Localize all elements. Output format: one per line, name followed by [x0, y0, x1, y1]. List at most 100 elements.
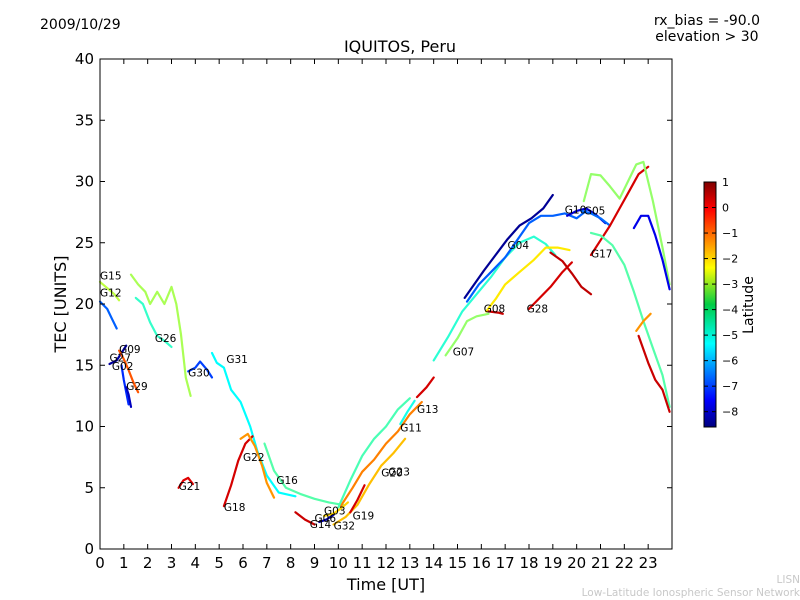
x-tick-label: 2 — [143, 554, 153, 572]
series-line-g17f — [637, 334, 671, 413]
prn-label-g09: G09 — [119, 344, 141, 356]
series-line-g03 — [322, 501, 349, 517]
series-line-g29 — [125, 386, 133, 408]
x-tick-label: 6 — [238, 554, 248, 572]
x-tick-label: 17 — [496, 554, 515, 572]
series-line-g17e — [632, 214, 671, 291]
prn-label-g12: G12 — [100, 288, 122, 300]
x-tick-label: 15 — [448, 554, 467, 572]
x-tick-label: 12 — [376, 554, 395, 572]
series-line-g06 — [318, 513, 335, 524]
prn-label-g20: G20 — [381, 468, 403, 480]
date-label: 2009/10/29 — [40, 17, 121, 33]
network-label: Low-Latitude Ionospheric Sensor Network — [581, 587, 800, 599]
colorbar-tick-label: −4 — [722, 304, 738, 317]
prn-label-g04: G04 — [508, 240, 530, 252]
y-tick-label: 10 — [75, 418, 94, 436]
prn-label-g07: G07 — [453, 346, 475, 358]
series-line-g17 — [589, 165, 650, 257]
series-line-g04 — [465, 209, 588, 303]
x-tick-label: 11 — [353, 554, 372, 572]
series-line-g26b — [129, 273, 192, 397]
prn-label-g30: G30 — [188, 367, 210, 379]
colorbar-tick-label: −5 — [722, 329, 738, 342]
x-tick-label: 18 — [519, 554, 538, 572]
series-line-g28 — [527, 261, 573, 310]
series-line-g15 — [98, 280, 121, 302]
x-tick-label: 20 — [567, 554, 586, 572]
prn-label-g26: G26 — [155, 333, 177, 345]
series-line-g17b — [582, 160, 671, 286]
x-tick-label: 7 — [262, 554, 272, 572]
x-tick-label: 22 — [615, 554, 634, 572]
prn-label-g13: G13 — [417, 404, 439, 416]
prn-label-g29: G29 — [126, 381, 148, 393]
colorbar-ticks: 1 0 −1 −2 −3 −4 −5 −6 −7 −8 — [704, 176, 738, 419]
prn-label-g11: G11 — [400, 422, 422, 434]
prn-label-g23: G23 — [388, 467, 410, 479]
x-tick-label: 23 — [639, 554, 658, 572]
x-tick-label: 0 — [95, 554, 105, 572]
x-tick-label: 3 — [167, 554, 177, 572]
series-line-g05 — [580, 209, 612, 227]
x-tick-label: 16 — [472, 554, 491, 572]
x-axis-label: Time [UT] — [346, 575, 425, 594]
prn-label-g19: G19 — [353, 511, 375, 523]
y-tick-label: 20 — [75, 295, 94, 313]
prn-label-g14: G14 — [310, 519, 332, 531]
colorbar-tick-label: 0 — [722, 202, 729, 215]
series-line-g12 — [98, 300, 118, 330]
y-tick-label: 15 — [75, 356, 94, 374]
prn-label-g06: G06 — [315, 513, 337, 525]
series-line-g23 — [337, 397, 411, 509]
series-line-g20 — [339, 400, 423, 508]
series-line-g09 — [118, 349, 140, 394]
x-tick-label: 4 — [191, 554, 201, 572]
series-line-g22 — [239, 432, 276, 499]
y-axis-label: TEC [UNITS] — [51, 256, 70, 354]
prn-label-g10: G10 — [565, 204, 587, 216]
x-tick-label: 13 — [400, 554, 419, 572]
x-tick-label: 5 — [214, 554, 224, 572]
y-tick-label: 35 — [75, 111, 94, 129]
colorbar-tick-label: −7 — [722, 380, 738, 393]
series-line-g04b — [463, 193, 554, 299]
footer-credit: LISN Low-Latitude Ionospheric Sensor Net… — [582, 574, 800, 600]
prn-label-g28: G28 — [527, 304, 549, 316]
series-line-g14 — [294, 511, 316, 526]
series-line-g17c — [589, 231, 671, 408]
y-tick-label: 5 — [84, 479, 94, 497]
prn-label-g18: G18 — [224, 502, 246, 514]
series-line-g07 — [444, 312, 490, 357]
x-tick-label: 1 — [119, 554, 129, 572]
series-line-g08 — [485, 246, 571, 313]
series-line-g07b — [432, 235, 557, 362]
prn-label-g31: G31 — [226, 354, 248, 366]
prn-label-g27: G27 — [110, 353, 131, 365]
y-tick-label: 25 — [75, 234, 94, 252]
prn-label-g05: G05 — [584, 206, 606, 218]
rx-bias-info: rx_bias = -90.0 elevation > 30 — [654, 13, 760, 45]
chart-title: IQUITOS, Peru — [343, 37, 457, 56]
prn-label-g08: G08 — [484, 304, 506, 316]
series-line-g30 — [187, 360, 214, 379]
series-line-g21 — [177, 476, 194, 489]
prn-label-g15: G15 — [100, 271, 122, 283]
series-line-g16 — [263, 442, 345, 506]
x-tick-label: 10 — [329, 554, 348, 572]
prn-label-g21: G21 — [179, 481, 201, 493]
x-tick-label: 8 — [286, 554, 296, 572]
colorbar-tick-label: −1 — [722, 227, 738, 240]
colorbar-label: Latitude — [741, 276, 757, 334]
colorbar-tick-label: −2 — [722, 253, 738, 266]
series-line-g27 — [108, 344, 128, 366]
colorbar — [703, 181, 717, 428]
x-tick-label: 14 — [424, 554, 443, 572]
series-line-g11 — [399, 399, 416, 426]
y-tick-label: 0 — [84, 540, 94, 558]
rx-bias-label: rx_bias = -90.0 — [653, 13, 760, 29]
prn-label-g22: G22 — [243, 452, 265, 464]
y-tick-label: 30 — [75, 173, 94, 191]
